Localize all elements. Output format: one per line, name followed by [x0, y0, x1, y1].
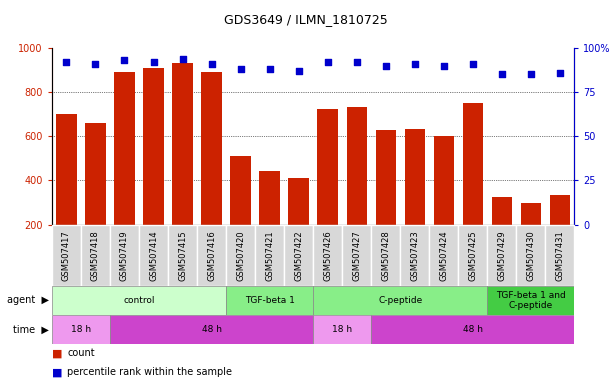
Point	[352, 59, 362, 65]
Text: GSM507425: GSM507425	[468, 230, 477, 281]
Bar	[550, 195, 570, 225]
Bar	[260, 170, 280, 225]
Bar	[371, 315, 574, 344]
Bar	[114, 72, 134, 225]
Bar	[230, 156, 251, 225]
Bar	[376, 130, 396, 225]
Point	[555, 70, 565, 76]
Bar	[226, 286, 313, 315]
Bar	[139, 225, 168, 286]
Text: agent  ▶: agent ▶	[7, 295, 49, 306]
Text: GSM507421: GSM507421	[265, 230, 274, 281]
Point	[207, 61, 216, 67]
Point	[90, 61, 100, 67]
Bar	[318, 109, 338, 225]
Point	[62, 59, 71, 65]
Text: GSM507420: GSM507420	[236, 230, 245, 281]
Bar	[110, 225, 139, 286]
Text: TGF-beta 1: TGF-beta 1	[244, 296, 295, 305]
Bar	[52, 315, 110, 344]
Bar	[521, 203, 541, 225]
Text: ■: ■	[52, 348, 62, 358]
Bar	[168, 225, 197, 286]
Bar	[404, 129, 425, 225]
Bar	[400, 225, 429, 286]
Bar	[81, 225, 110, 286]
Text: GSM507430: GSM507430	[526, 230, 535, 281]
Point	[410, 61, 420, 67]
Point	[148, 59, 158, 65]
Bar	[288, 178, 309, 225]
Text: TGF-beta 1 and
C-peptide: TGF-beta 1 and C-peptide	[496, 291, 566, 310]
Bar	[371, 225, 400, 286]
Bar	[516, 225, 546, 286]
Point	[439, 63, 448, 69]
Bar	[492, 197, 512, 225]
Bar	[226, 225, 255, 286]
Text: GSM507418: GSM507418	[91, 230, 100, 281]
Bar	[346, 106, 367, 225]
Text: ■: ■	[52, 367, 62, 377]
Text: 18 h: 18 h	[71, 325, 91, 334]
Bar	[463, 103, 483, 225]
Bar	[284, 225, 313, 286]
Text: GSM507427: GSM507427	[352, 230, 361, 281]
Bar	[313, 315, 371, 344]
Bar	[429, 225, 458, 286]
Bar	[144, 68, 164, 225]
Text: control: control	[123, 296, 155, 305]
Point	[497, 71, 507, 78]
Text: GSM507415: GSM507415	[178, 230, 187, 281]
Bar	[202, 72, 222, 225]
Point	[265, 66, 274, 72]
Point	[120, 57, 130, 63]
Text: GSM507422: GSM507422	[294, 230, 303, 281]
Point	[178, 56, 188, 62]
Point	[468, 61, 478, 67]
Point	[236, 66, 246, 72]
Text: GSM507429: GSM507429	[497, 230, 507, 281]
Bar	[110, 315, 313, 344]
Bar	[172, 63, 192, 225]
Text: 18 h: 18 h	[332, 325, 352, 334]
Text: GSM507431: GSM507431	[555, 230, 565, 281]
Bar	[488, 286, 574, 315]
Bar	[342, 225, 371, 286]
Bar	[313, 225, 342, 286]
Text: GSM507426: GSM507426	[323, 230, 332, 281]
Text: GSM507428: GSM507428	[381, 230, 390, 281]
Text: GSM507424: GSM507424	[439, 230, 448, 281]
Bar	[545, 225, 574, 286]
Bar	[197, 225, 226, 286]
Text: count: count	[67, 348, 95, 358]
Text: GSM507419: GSM507419	[120, 230, 129, 281]
Point	[526, 71, 536, 78]
Text: time  ▶: time ▶	[13, 324, 49, 334]
Bar	[313, 286, 488, 315]
Point	[323, 59, 332, 65]
Point	[381, 63, 390, 69]
Bar	[56, 114, 76, 225]
Bar	[255, 225, 284, 286]
Bar	[434, 136, 454, 225]
Text: C-peptide: C-peptide	[378, 296, 422, 305]
Text: 48 h: 48 h	[463, 325, 483, 334]
Bar	[52, 286, 226, 315]
Text: GSM507414: GSM507414	[149, 230, 158, 281]
Bar	[458, 225, 487, 286]
Text: GSM507423: GSM507423	[410, 230, 419, 281]
Bar	[86, 123, 106, 225]
Text: GSM507416: GSM507416	[207, 230, 216, 281]
Text: GSM507417: GSM507417	[62, 230, 71, 281]
Text: 48 h: 48 h	[202, 325, 222, 334]
Bar	[488, 225, 516, 286]
Text: GDS3649 / ILMN_1810725: GDS3649 / ILMN_1810725	[224, 13, 387, 26]
Bar	[52, 225, 81, 286]
Point	[294, 68, 304, 74]
Text: percentile rank within the sample: percentile rank within the sample	[67, 367, 232, 377]
